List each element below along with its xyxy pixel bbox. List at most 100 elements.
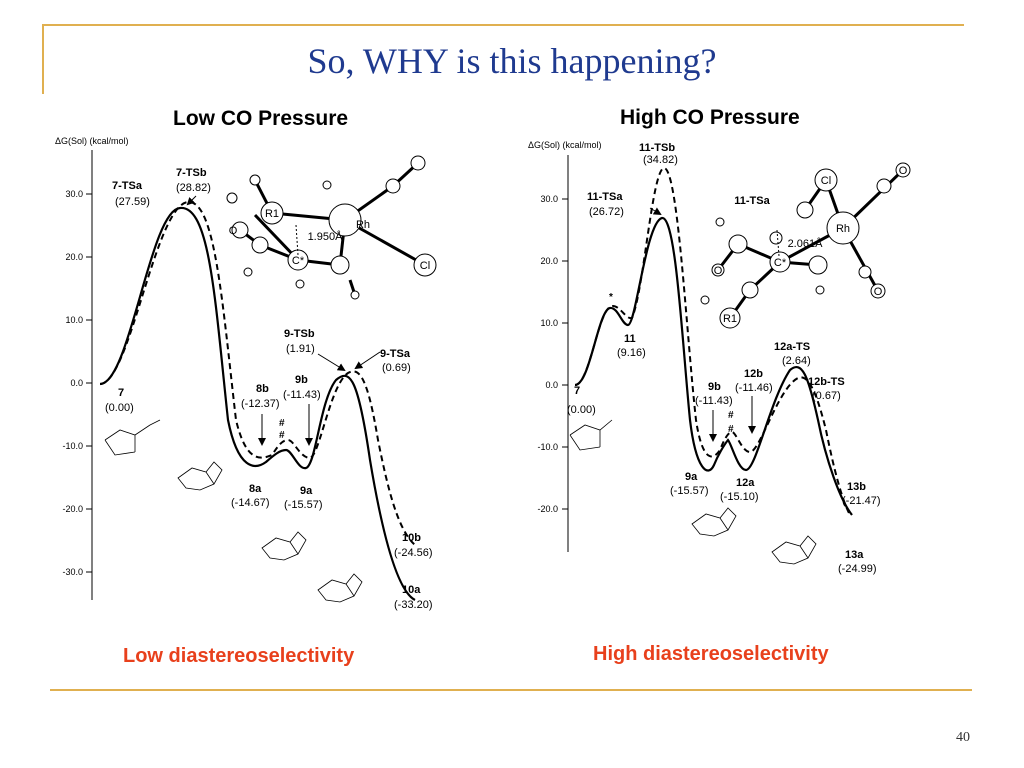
species-label: 13b xyxy=(847,481,866,493)
species-label: 9-TSa xyxy=(380,348,411,360)
left-tick-label: -20.0 xyxy=(62,504,83,514)
energy-value: (-11.46) xyxy=(735,382,773,394)
energy-value: (-24.56) xyxy=(394,547,433,559)
right-tick-label: 0.0 xyxy=(545,380,558,390)
marker-star: * xyxy=(609,292,613,303)
energy-value: (0.00) xyxy=(567,404,596,416)
species-label: 9a xyxy=(685,471,698,483)
atom-label: Rh xyxy=(356,219,370,231)
right-conclusion: High diastereoselectivity xyxy=(593,643,829,665)
energy-value: (-15.10) xyxy=(720,491,759,503)
species-label: 9b xyxy=(295,374,308,386)
species-label: 11-TSa xyxy=(587,191,623,203)
energy-value: (-11.43) xyxy=(283,389,321,401)
pointer-arrow xyxy=(317,353,346,372)
left-tick-label: 30.0 xyxy=(65,189,83,199)
energy-value: (-33.20) xyxy=(394,599,433,611)
energy-value: (0.67) xyxy=(812,390,841,402)
right-tick-label: 20.0 xyxy=(540,256,558,266)
energy-value: (0.69) xyxy=(382,362,411,374)
energy-value: (-24.99) xyxy=(838,563,877,575)
species-label: 12b-TS xyxy=(808,376,845,388)
species-label: 10a xyxy=(402,584,421,596)
energy-value: (-21.47) xyxy=(842,495,881,507)
left-solid-curve xyxy=(99,206,416,601)
right-energy-diagram: ΔG(Sol) (kcal/mol) 30.0 20.0 10.0 0.0 -1… xyxy=(528,140,911,575)
energy-value: (-15.57) xyxy=(284,499,323,511)
page-number: 40 xyxy=(956,730,970,745)
right-solid-curve xyxy=(574,216,853,516)
molecule-label: 11-TSa xyxy=(734,195,770,207)
molecule-model: Cl Rh O C* R1 O O 2.061Å 11-TSa xyxy=(700,162,911,329)
species-label: 12b xyxy=(744,368,763,380)
right-tick-label: 10.0 xyxy=(540,318,558,328)
marker-hash: # xyxy=(279,418,285,429)
species-label: 13a xyxy=(845,549,864,561)
slide-title: So, WHY is this happening? xyxy=(307,41,717,81)
atom-label: Cl xyxy=(821,175,831,187)
atom-label: C* xyxy=(292,255,305,267)
top-rule xyxy=(42,24,964,26)
left-tick-label: 10.0 xyxy=(65,315,83,325)
species-label: 7-TSa xyxy=(112,180,143,192)
right-tick-label: -20.0 xyxy=(537,504,558,514)
species-label: 9a xyxy=(300,485,313,497)
marker-hash: # xyxy=(279,430,285,441)
right-y-axis-label: ΔG(Sol) (kcal/mol) xyxy=(528,140,602,150)
energy-value: (27.59) xyxy=(115,196,150,208)
left-tick-label: -10.0 xyxy=(62,441,83,451)
structure-sketch xyxy=(104,419,363,603)
right-panel-heading: High CO Pressure xyxy=(620,106,800,129)
pointer-arrow xyxy=(354,351,381,370)
species-label: 9b xyxy=(708,381,721,393)
structure-sketch xyxy=(569,419,817,565)
species-label: 7 xyxy=(574,385,580,397)
left-energy-diagram: ΔG(Sol) (kcal/mol) 30.0 20.0 10.0 0.0 -1… xyxy=(55,136,437,611)
atom-label: O xyxy=(714,265,723,277)
energy-value: (28.82) xyxy=(176,182,211,194)
atom-label: O xyxy=(874,286,883,298)
right-tick-label: -10.0 xyxy=(537,442,558,452)
atom-label: R1 xyxy=(265,208,279,220)
marker-hash: # xyxy=(728,424,734,435)
bond-distance: 1.950Å xyxy=(308,230,344,243)
left-tick-label: 0.0 xyxy=(70,378,83,388)
energy-value: (-12.37) xyxy=(241,398,280,410)
energy-value: (-11.43) xyxy=(695,395,733,407)
energy-value: (2.64) xyxy=(782,355,811,367)
atom-label: Cl xyxy=(420,260,430,272)
atom-label: Rh xyxy=(836,223,850,235)
atom-label: O xyxy=(899,165,908,177)
atom-label: C* xyxy=(774,257,787,269)
energy-value: (1.91) xyxy=(286,343,315,355)
left-y-axis-label: ΔG(Sol) (kcal/mol) xyxy=(55,136,129,146)
pointer-arrow xyxy=(649,207,662,216)
species-label: 9-TSb xyxy=(284,328,315,340)
left-dashed-curve xyxy=(99,200,416,546)
energy-value: (34.82) xyxy=(643,154,678,166)
species-label: 12a xyxy=(736,477,755,489)
species-label: 10b xyxy=(402,532,421,544)
species-label: 8b xyxy=(256,383,269,395)
bond-distance: 2.061Å xyxy=(788,237,824,250)
energy-value: (0.00) xyxy=(105,402,134,414)
species-label: 11 xyxy=(624,333,636,345)
species-label: 12a-TS xyxy=(774,341,810,353)
left-panel-heading: Low CO Pressure xyxy=(173,107,349,130)
species-label: 7 xyxy=(118,387,124,399)
energy-value: (9.16) xyxy=(617,347,646,359)
left-rule xyxy=(42,24,44,94)
species-label: 11-TSb xyxy=(639,142,675,154)
left-tick-label: 20.0 xyxy=(65,252,83,262)
energy-value: (-14.67) xyxy=(231,497,270,509)
molecule-model: R1 O Rh C* Cl 1.950Å xyxy=(226,155,437,300)
right-tick-label: 30.0 xyxy=(540,194,558,204)
atom-label: O xyxy=(229,225,238,237)
energy-value: (26.72) xyxy=(589,206,624,218)
atom-label: R1 xyxy=(723,313,737,325)
energy-value: (-15.57) xyxy=(670,485,709,497)
species-label: 8a xyxy=(249,483,262,495)
species-label: 7-TSb xyxy=(176,167,207,179)
left-tick-label: -30.0 xyxy=(62,567,83,577)
